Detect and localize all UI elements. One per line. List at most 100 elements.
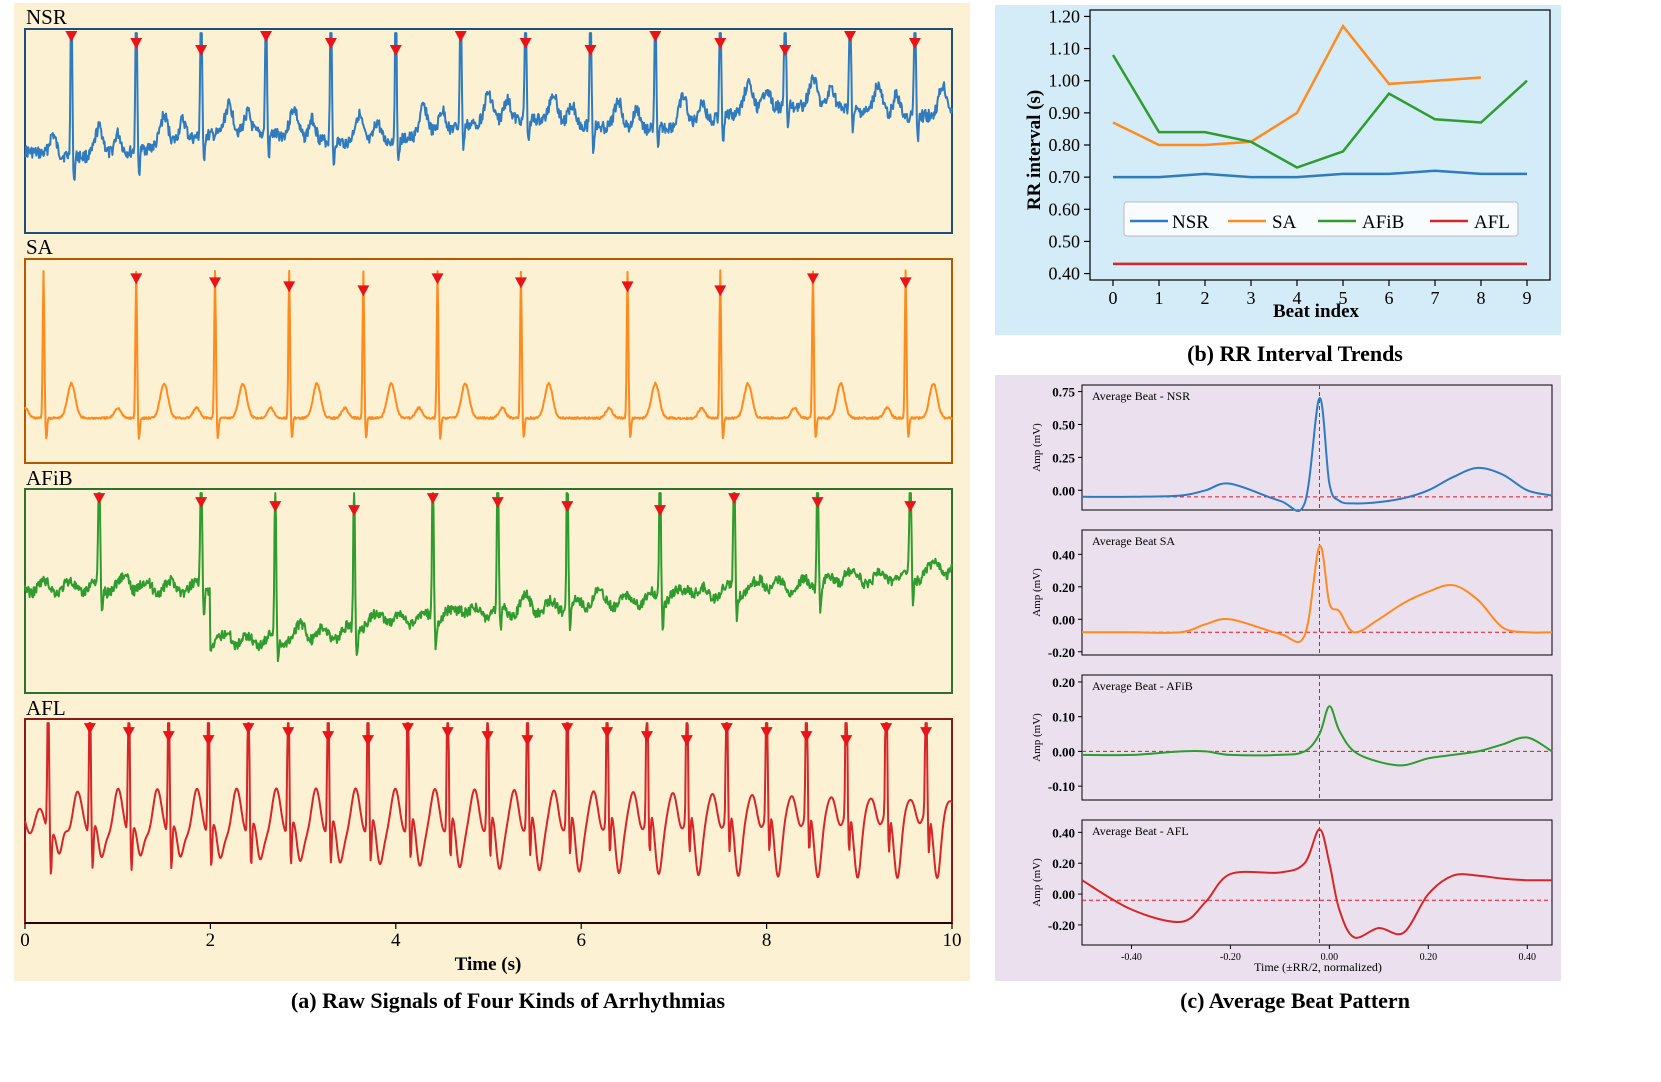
- panel-c-caption: (c) Average Beat Pattern: [1180, 988, 1410, 1013]
- rr-y-tick-label: 0.60: [1049, 199, 1081, 219]
- rr-line-sa: [1112, 23, 1482, 147]
- rr-xlabel: Beat index: [1273, 301, 1360, 322]
- r-peak-marker: [426, 493, 439, 505]
- avg-beat-y-tick-label: 0.40: [1052, 547, 1075, 562]
- r-peak-marker: [920, 727, 933, 739]
- r-peak-marker: [195, 45, 208, 56]
- r-peak-marker: [348, 505, 361, 517]
- avg-beat-curve-sa: [1081, 545, 1553, 644]
- r-peak-marker: [844, 31, 857, 42]
- rr-y-tick-label: 0.40: [1049, 264, 1081, 284]
- rr-axes: 0.40 0.50 0.60 0.70 0.80 0.90 1.00 1.10 1.20 0 1 2 3…: [1049, 6, 1532, 308]
- avg-beat-x-tick-label: 0.40: [1519, 952, 1537, 963]
- panel-c-xlabel: Time (±RR/2, normalized): [1254, 960, 1382, 974]
- avg-beat-y-tick-label: 0.10: [1052, 710, 1075, 725]
- legend-label-sa: SA: [1272, 212, 1297, 233]
- avg-beat-y-tick-label: 0.40: [1052, 825, 1075, 840]
- avg-beat-y-tick-label: 0.00: [1052, 744, 1075, 759]
- r-peak-marker: [584, 45, 597, 56]
- avg-beat-title: Average Beat SA: [1092, 534, 1175, 548]
- r-peak-marker: [904, 501, 917, 513]
- r-peak-marker: [649, 31, 662, 42]
- panel-c: Average Beat - NSR 0.75 0.50 0.25 0.00 Amp (m…: [1031, 384, 1553, 1013]
- r-peak-marker: [680, 735, 693, 747]
- panel-a-x-axis: 0 2 4 6 8 10: [20, 922, 962, 951]
- r-peak-marker: [93, 493, 106, 505]
- row-label-nsr: NSR: [26, 5, 67, 29]
- avg-beat-title: Average Beat - AFL: [1092, 824, 1189, 838]
- rr-line-nsr: [1113, 169, 1527, 179]
- r-peak-marker: [641, 731, 654, 743]
- r-peak-marker: [401, 723, 414, 735]
- legend-label-afib: AFiB: [1362, 212, 1404, 233]
- avg-beat-y-tick-label: 0.20: [1052, 856, 1075, 871]
- r-peak-marker: [561, 501, 574, 513]
- avg-beat-y-tick-label: 0.00: [1052, 887, 1075, 902]
- r-peak-marker: [357, 285, 370, 297]
- ecg-markers: [65, 31, 933, 747]
- r-peak-marker: [322, 731, 335, 743]
- r-peak-marker: [601, 727, 614, 739]
- r-peak-marker: [908, 38, 921, 49]
- rr-lines: [1111, 23, 1528, 266]
- r-peak-marker: [242, 723, 255, 735]
- rr-x-tick-label: 7: [1431, 288, 1440, 308]
- avg-beat-subplot-nsr: Average Beat - NSR 0.75 0.50 0.25 0.00 Amp (m…: [1031, 384, 1553, 512]
- nsr-frame: [24, 28, 953, 234]
- r-peak-marker: [260, 31, 273, 42]
- r-peak-marker: [621, 281, 634, 293]
- row-label-sa: SA: [26, 235, 54, 259]
- r-peak-marker: [130, 38, 143, 49]
- rr-legend-box: [1123, 201, 1519, 237]
- r-peak-marker: [324, 38, 337, 49]
- rr-y-tick-label: 1.20: [1049, 6, 1081, 26]
- rr-x-tick-label: 6: [1385, 288, 1394, 308]
- r-peak-marker: [806, 273, 819, 285]
- rr-x-tick-label: 1: [1155, 288, 1164, 308]
- avg-beat-ylabel: Amp (mV): [1031, 568, 1043, 617]
- ecg-trace-sa: [24, 269, 953, 440]
- r-peak-marker: [561, 723, 574, 735]
- r-peak-marker: [800, 731, 813, 743]
- legend-label-afl: AFL: [1474, 212, 1510, 233]
- avg-beat-subplot-afib: Average Beat - AFiB 0.20 0.10 0.00 -0.10 Amp …: [1031, 674, 1553, 801]
- r-peak-marker: [162, 731, 175, 743]
- avg-beat-x-tick-label: 0.20: [1420, 952, 1438, 963]
- avg-beat-y-tick-label: 0.75: [1052, 385, 1075, 400]
- panel-c-background: [995, 375, 1561, 981]
- avg-beat-y-tick-label: 0.50: [1052, 417, 1075, 432]
- r-peak-marker: [361, 735, 374, 747]
- r-peak-marker: [521, 735, 534, 747]
- r-peak-marker: [454, 31, 467, 42]
- r-peak-marker: [491, 497, 504, 509]
- avg-beat-y-tick-label: 0.25: [1052, 450, 1075, 465]
- r-peak-marker: [653, 505, 666, 517]
- avg-beat-y-tick-label: -0.20: [1048, 645, 1075, 660]
- r-peak-marker: [779, 45, 792, 56]
- r-peak-marker: [714, 38, 727, 49]
- r-peak-marker: [283, 281, 296, 293]
- r-peak-marker: [195, 497, 208, 509]
- rr-legend: NSR SA AFiB AFL: [1123, 201, 1519, 237]
- r-peak-marker: [514, 277, 527, 289]
- avg-beat-subplots: Average Beat - NSR 0.75 0.50 0.25 0.00 Amp (m…: [1031, 384, 1553, 963]
- panel-a-x-tick-label: 10: [943, 930, 962, 951]
- avg-beat-curve-afib: [1081, 705, 1553, 767]
- avg-beat-title: Average Beat - NSR: [1092, 389, 1190, 403]
- avg-beat-frame: [1081, 384, 1553, 511]
- avg-beat-subplot-afl: Average Beat - AFL 0.40 0.20 0.00 -0.20 Amp (…: [1031, 819, 1553, 963]
- avg-beat-frame: [1081, 674, 1553, 801]
- rr-y-tick-label: 1.00: [1049, 71, 1081, 91]
- panel-b-caption: (b) RR Interval Trends: [1187, 341, 1403, 366]
- rr-y-tick-label: 0.50: [1049, 231, 1081, 251]
- avg-beat-curve-nsr: [1081, 397, 1553, 512]
- avg-beat-y-tick-label: 0.00: [1052, 612, 1075, 627]
- avg-beat-y-tick-label: -0.20: [1048, 918, 1075, 933]
- r-peak-marker: [899, 277, 912, 289]
- r-peak-marker: [720, 723, 733, 735]
- r-peak-marker: [122, 727, 135, 739]
- rr-x-tick-label: 4: [1293, 288, 1302, 308]
- rr-x-tick-label: 5: [1339, 288, 1348, 308]
- avg-beat-y-tick-label: -0.10: [1048, 779, 1075, 794]
- avg-beat-x-tick-label: 0.00: [1321, 952, 1339, 963]
